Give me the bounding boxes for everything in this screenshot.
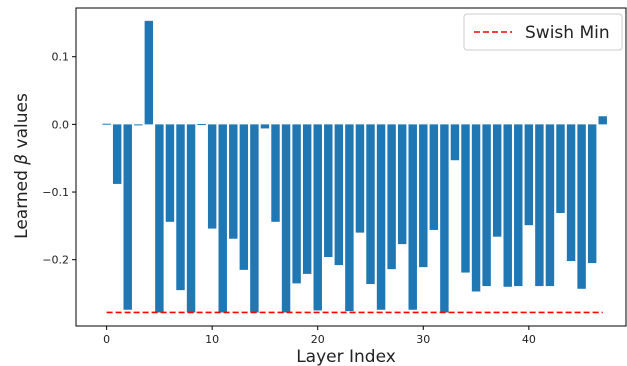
bar-layer-9 [197, 124, 206, 126]
bar-layer-16 [271, 124, 280, 222]
bar-layer-22 [334, 124, 344, 266]
bar-layer-25 [366, 124, 375, 285]
bar-layer-39 [514, 124, 523, 287]
legend-swish-min-label: Swish Min [525, 23, 610, 43]
bar-layer-36 [482, 124, 491, 287]
plot-frame [75, 7, 627, 327]
bar-layer-17 [281, 124, 291, 313]
y-axis-label-beta: β [12, 154, 32, 166]
bar-layer-19 [302, 124, 312, 274]
y-axis-ticks: −0.2 −0.1 0.0 0.1 [42, 51, 76, 267]
bar-layer-46 [587, 124, 597, 264]
bar-layer-43 [556, 124, 565, 214]
bar-layer-10 [207, 124, 217, 229]
x-axis-label: Layer Index [296, 347, 396, 366]
y-axis-label: Learned β values [12, 93, 32, 239]
bar-layer-13 [239, 124, 249, 270]
bar-layer-41 [535, 124, 544, 287]
bar-layer-7 [176, 124, 185, 291]
bar-layer-4 [144, 20, 154, 125]
y-tick-label: 0.0 [52, 118, 70, 131]
bar-layer-11 [218, 124, 227, 313]
bar-layer-47 [598, 116, 607, 125]
y-axis-label-text: Learned [12, 165, 32, 239]
bar-layer-14 [250, 124, 259, 313]
bar-layer-2 [123, 124, 132, 310]
y-tick-label: −0.2 [42, 254, 69, 267]
bar-layer-26 [376, 124, 386, 310]
x-tick-label: 40 [522, 333, 536, 346]
bar-layer-27 [387, 124, 396, 270]
bars-group [102, 20, 607, 313]
bar-layer-29 [408, 124, 417, 310]
bar-layer-35 [471, 124, 481, 292]
bar-layer-42 [545, 124, 555, 287]
x-tick-label: 10 [205, 333, 219, 346]
bar-layer-28 [397, 124, 407, 245]
y-tick-label: 0.1 [52, 51, 70, 64]
bar-layer-21 [324, 124, 333, 257]
bar-layer-40 [524, 124, 534, 226]
legend: Swish Min [463, 13, 623, 51]
bar-layer-33 [450, 124, 460, 161]
legend-box [463, 13, 623, 51]
bar-layer-38 [503, 124, 512, 287]
bar-layer-5 [155, 124, 164, 313]
y-tick-label: −0.1 [42, 186, 69, 199]
bar-layer-3 [134, 124, 143, 126]
bar-layer-1 [112, 124, 122, 184]
bar-layer-20 [313, 124, 322, 311]
bar-layer-8 [186, 124, 196, 313]
x-tick-label: 30 [416, 333, 430, 346]
bar-layer-32 [440, 124, 449, 313]
bar-layer-15 [260, 124, 270, 129]
bar-layer-18 [292, 124, 301, 284]
bar-layer-44 [566, 124, 576, 262]
bar-layer-6 [165, 124, 175, 222]
bar-layer-23 [345, 124, 354, 312]
y-axis-label-suffix: values [12, 93, 32, 154]
bar-layer-12 [229, 124, 238, 239]
bar-layer-45 [577, 124, 586, 289]
bar-layer-24 [355, 124, 365, 233]
x-tick-label: 20 [311, 333, 325, 346]
bar-layer-31 [429, 124, 439, 230]
bar-layer-37 [492, 124, 502, 237]
x-axis-ticks: 0 10 20 30 40 [103, 326, 536, 346]
x-tick-label: 0 [103, 333, 110, 346]
bar-layer-0 [102, 123, 111, 125]
bar-layer-34 [461, 124, 470, 273]
bar-layer-30 [419, 124, 428, 268]
